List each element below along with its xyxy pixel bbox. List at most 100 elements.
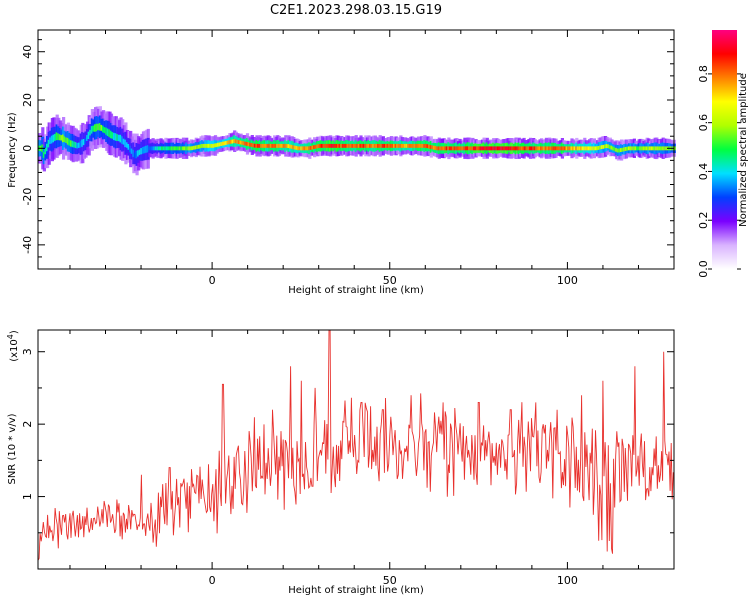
- heatmap-cell: [468, 146, 472, 151]
- heatmap-cell: [648, 146, 652, 151]
- heatmap-cell: [106, 128, 110, 136]
- heatmap-cell: [92, 125, 96, 132]
- heatmap-cell: [594, 146, 598, 151]
- heatmap-cell: [506, 146, 510, 151]
- heatmap-cell: [253, 143, 257, 148]
- heatmap-cell: [575, 146, 579, 151]
- heatmap-cell: [309, 146, 313, 150]
- heatmap-cell: [485, 146, 489, 151]
- heatmap-cell: [596, 146, 599, 151]
- heatmap-cell: [604, 144, 607, 149]
- heatmap-cell: [528, 146, 532, 151]
- heatmap-cell: [393, 143, 396, 148]
- heatmap-cell: [113, 132, 117, 141]
- heatmap-cell: [456, 146, 460, 151]
- heatmap-cell: [645, 146, 649, 151]
- heatmap-cell: [516, 146, 520, 151]
- colorbar-tick-label: 0.6: [697, 114, 710, 131]
- heatmap-cell: [551, 146, 555, 151]
- heatmap-cell: [466, 146, 470, 151]
- heatmap-cell: [383, 143, 387, 148]
- heatmap-cell: [333, 143, 337, 148]
- heatmap-cell: [207, 143, 211, 148]
- heatmap-cell: [357, 143, 361, 148]
- heatmap-cell: [55, 132, 59, 141]
- heatmap-cell: [68, 139, 72, 146]
- heatmap-cell: [615, 147, 619, 152]
- heatmap-cell: [428, 144, 432, 149]
- heatmap-cell: [236, 139, 240, 144]
- heatmap-cell: [57, 133, 61, 141]
- colorbar-gradient: [712, 30, 737, 269]
- heatmap-cell: [530, 146, 534, 151]
- heatmap-cell: [416, 143, 420, 148]
- heatmap-cell: [562, 146, 566, 151]
- heatmap-cell: [367, 143, 371, 148]
- heatmap-cell: [86, 135, 89, 141]
- heatmap-cell: [639, 146, 643, 151]
- heatmap-cell: [130, 148, 134, 154]
- heatmap-cell: [385, 143, 388, 148]
- heatmap-cell: [282, 143, 286, 148]
- heatmap-cell: [400, 143, 404, 148]
- snr-panel: 0 50 100 1 2 3 Height of straight line (km) S…: [6, 329, 675, 596]
- spectrogram-y-tick-label: 20: [21, 93, 34, 107]
- heatmap-cell: [346, 143, 350, 148]
- heatmap-cell: [493, 146, 497, 151]
- heatmap-cell: [161, 146, 165, 151]
- heatmap-cell: [196, 145, 200, 149]
- heatmap-cell: [584, 146, 588, 151]
- heatmap-cell: [583, 146, 587, 151]
- heatmap-cell: [205, 143, 209, 148]
- heatmap-cell: [377, 143, 380, 148]
- heatmap-cell: [636, 146, 639, 151]
- heatmap-cell: [60, 135, 64, 141]
- snr-y-axis-label: SNR (10 * v/v): [7, 413, 18, 484]
- heatmap-cell: [388, 143, 392, 148]
- heatmap-cell: [508, 146, 512, 151]
- heatmap-cell: [351, 143, 355, 148]
- heatmap-cell: [317, 144, 321, 148]
- heatmap-cell: [133, 152, 137, 159]
- heatmap-cell: [287, 144, 291, 148]
- heatmap-cell: [472, 146, 476, 151]
- heatmap-cell: [365, 143, 369, 148]
- snr-plot-area: [37, 329, 674, 561]
- heatmap-cell: [503, 146, 507, 151]
- heatmap-cell: [605, 144, 609, 148]
- heatmap-cell: [173, 146, 177, 151]
- heatmap-cell: [348, 143, 352, 148]
- heatmap-cell: [241, 140, 245, 145]
- heatmap-cell: [429, 145, 433, 149]
- heatmap-cell: [335, 143, 339, 148]
- heatmap-cell: [308, 146, 312, 151]
- heatmap-cell: [290, 144, 294, 149]
- heatmap-cell: [298, 146, 302, 151]
- heatmap-cell: [647, 146, 651, 151]
- heatmap-cell: [215, 143, 219, 148]
- heatmap-cell: [450, 146, 454, 151]
- heatmap-cell: [656, 146, 660, 151]
- heatmap-cell: [418, 143, 422, 148]
- heatmap-cell: [663, 146, 667, 151]
- heatmap-cell: [199, 144, 203, 149]
- heatmap-cell: [229, 139, 233, 144]
- heatmap-cell: [151, 146, 155, 151]
- heatmap-cell: [316, 144, 320, 149]
- heatmap-cell: [249, 142, 253, 147]
- heatmap-cell: [260, 143, 264, 148]
- heatmap-cell: [568, 146, 572, 151]
- heatmap-cell: [634, 146, 638, 151]
- heatmap-cell: [354, 143, 358, 148]
- heatmap-cell: [524, 146, 528, 151]
- heatmap-cell: [504, 146, 508, 151]
- heatmap-cell: [517, 146, 521, 151]
- heatmap-cell: [47, 139, 51, 148]
- heatmap-cell: [146, 145, 150, 153]
- heatmap-cell: [353, 143, 356, 148]
- heatmap-cell: [498, 146, 502, 151]
- heatmap-cell: [492, 146, 496, 151]
- heatmap-cell: [169, 146, 173, 151]
- heatmap-cell: [167, 146, 171, 151]
- heatmap-cell: [396, 143, 400, 148]
